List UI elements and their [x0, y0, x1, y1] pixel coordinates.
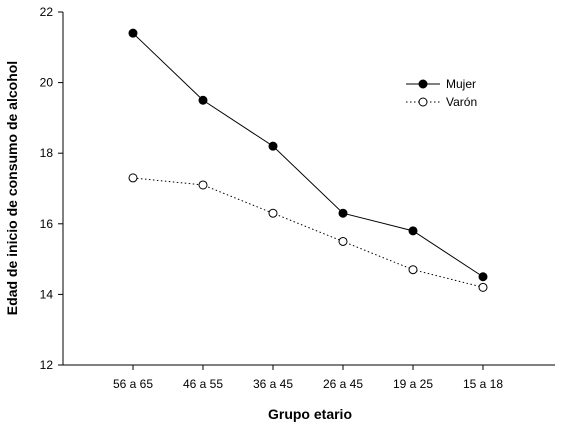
x-tick-label: 19 a 25: [393, 377, 433, 391]
series-0: [128, 28, 488, 282]
data-point: [478, 272, 488, 282]
data-point: [198, 95, 208, 105]
data-point: [338, 236, 348, 246]
data-point: [408, 265, 418, 275]
legend-marker: [418, 97, 428, 107]
y-tick-label: 20: [40, 76, 54, 90]
data-point: [128, 28, 138, 38]
y-axis-title: Edad de inicio de consumo de alcohol: [4, 61, 20, 315]
series-line: [132, 32, 484, 278]
x-tick-label: 26 a 45: [323, 377, 363, 391]
y-tick-label: 14: [40, 287, 54, 301]
x-tick-label: 15 a 18: [463, 377, 503, 391]
series-layer: [128, 28, 488, 292]
series-line: [132, 177, 484, 288]
data-point: [408, 226, 418, 236]
data-point: [268, 141, 278, 151]
legend-label: Varón: [446, 95, 477, 109]
x-tick-label: 56 a 65: [113, 377, 153, 391]
legend: Mujer Varón: [406, 77, 477, 109]
y-tick-label: 12: [40, 358, 54, 372]
y-tick-label: 16: [40, 217, 54, 231]
x-axis-title: Grupo etario: [268, 406, 352, 422]
data-point: [338, 208, 348, 218]
x-axis-ticks: 56 a 65 46 a 55 36 a 45 26 a 45 19 a 25 15 a …: [113, 365, 503, 391]
y-tick-label: 22: [40, 5, 54, 19]
data-point: [268, 208, 278, 218]
y-tick-label: 18: [40, 146, 54, 160]
chart-axes: [62, 12, 555, 366]
series-1: [128, 173, 488, 292]
y-axis-ticks: 12 14 16 18 20 22: [40, 5, 63, 372]
data-point: [478, 282, 488, 292]
x-tick-label: 46 a 55: [183, 377, 223, 391]
legend-label: Mujer: [446, 77, 476, 91]
x-tick-label: 36 a 45: [253, 377, 293, 391]
legend-marker: [418, 79, 428, 89]
data-point: [198, 180, 208, 190]
data-point: [128, 173, 138, 183]
